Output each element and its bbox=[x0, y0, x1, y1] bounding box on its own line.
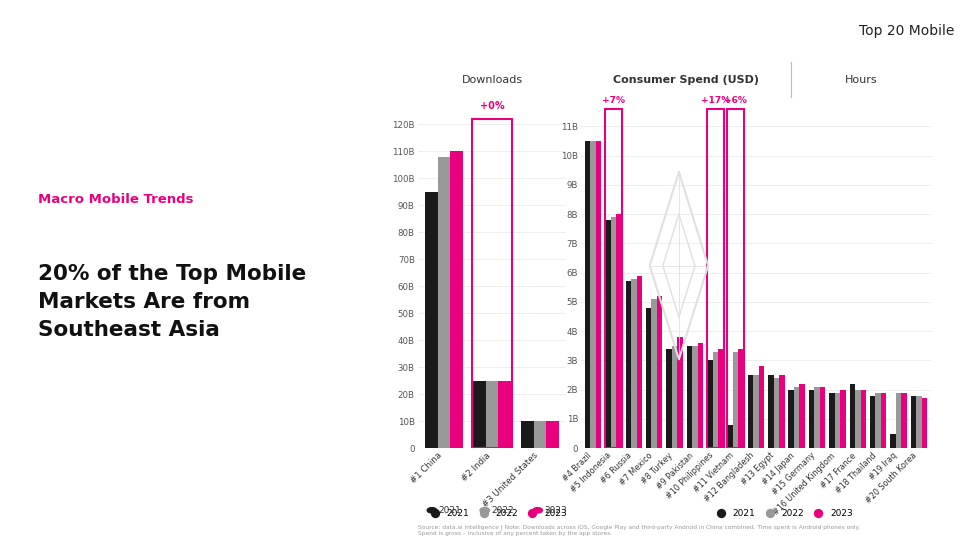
Bar bbox=[498, 381, 512, 448]
Bar bbox=[855, 390, 860, 448]
Bar bbox=[820, 387, 826, 448]
Bar bbox=[728, 425, 732, 448]
Bar bbox=[922, 399, 927, 448]
Bar bbox=[768, 375, 774, 448]
Text: Macro Mobile Trends: Macro Mobile Trends bbox=[37, 193, 193, 206]
Bar bbox=[677, 337, 683, 448]
Bar bbox=[611, 217, 616, 448]
Bar bbox=[780, 375, 784, 448]
Bar bbox=[850, 384, 855, 448]
Bar bbox=[646, 308, 652, 448]
Bar bbox=[829, 393, 835, 448]
Bar bbox=[707, 361, 712, 448]
Bar bbox=[636, 275, 642, 448]
Bar bbox=[881, 393, 886, 448]
Bar bbox=[738, 349, 744, 448]
Bar bbox=[486, 381, 498, 448]
Bar bbox=[472, 381, 486, 448]
Text: 2021: 2021 bbox=[439, 506, 462, 515]
Bar bbox=[788, 390, 794, 448]
Text: 2023: 2023 bbox=[544, 506, 567, 515]
Text: Source: data.ai Intelligence | Note: Downloads across iOS, Google Play and third: Source: data.ai Intelligence | Note: Dow… bbox=[418, 524, 859, 536]
Bar bbox=[876, 393, 881, 448]
Bar bbox=[672, 346, 677, 448]
Bar bbox=[896, 393, 901, 448]
Bar bbox=[585, 141, 590, 448]
Legend: 2021, 2022, 2023: 2021, 2022, 2023 bbox=[708, 505, 856, 521]
Bar bbox=[840, 390, 846, 448]
Bar bbox=[590, 141, 596, 448]
Text: 2022: 2022 bbox=[492, 506, 515, 515]
Bar bbox=[666, 349, 672, 448]
Bar bbox=[814, 387, 820, 448]
Legend: 2021, 2022, 2023: 2021, 2022, 2023 bbox=[422, 505, 570, 521]
Bar bbox=[748, 375, 754, 448]
Bar bbox=[626, 281, 631, 448]
Bar bbox=[534, 421, 546, 448]
Bar bbox=[698, 343, 703, 448]
Text: Top 20 Mobile Markets in 2023: Top 20 Mobile Markets in 2023 bbox=[859, 24, 960, 38]
Bar bbox=[901, 393, 907, 448]
Bar bbox=[890, 434, 896, 448]
Bar bbox=[712, 352, 718, 448]
Bar bbox=[686, 346, 692, 448]
Bar bbox=[809, 390, 814, 448]
Bar bbox=[616, 214, 622, 448]
Bar bbox=[860, 390, 866, 448]
Bar bbox=[754, 375, 758, 448]
Bar bbox=[631, 279, 636, 448]
Bar bbox=[916, 395, 922, 448]
Text: Hours: Hours bbox=[845, 75, 877, 85]
Text: Consumer Spend (USD): Consumer Spend (USD) bbox=[612, 75, 759, 85]
Text: Downloads: Downloads bbox=[462, 75, 522, 85]
Bar bbox=[911, 395, 916, 448]
Bar bbox=[520, 421, 534, 448]
Bar bbox=[596, 141, 601, 448]
Text: +6%: +6% bbox=[724, 97, 747, 105]
Text: +17%: +17% bbox=[701, 97, 730, 105]
Bar bbox=[438, 157, 450, 448]
Bar bbox=[732, 352, 738, 448]
Bar bbox=[450, 151, 464, 448]
Bar bbox=[835, 393, 840, 448]
Text: +7%: +7% bbox=[602, 97, 625, 105]
Bar bbox=[870, 395, 876, 448]
Bar bbox=[718, 349, 724, 448]
Text: +0%: +0% bbox=[480, 100, 504, 111]
Bar bbox=[800, 384, 805, 448]
Bar bbox=[652, 299, 657, 448]
Bar bbox=[605, 220, 611, 448]
Bar bbox=[424, 192, 438, 448]
Bar bbox=[546, 421, 560, 448]
Bar bbox=[774, 378, 780, 448]
Bar bbox=[758, 366, 764, 448]
Bar bbox=[657, 296, 662, 448]
Text: 20% of the Top Mobile
Markets Are from
Southeast Asia: 20% of the Top Mobile Markets Are from S… bbox=[37, 265, 306, 340]
Bar bbox=[692, 346, 698, 448]
Bar bbox=[794, 387, 800, 448]
